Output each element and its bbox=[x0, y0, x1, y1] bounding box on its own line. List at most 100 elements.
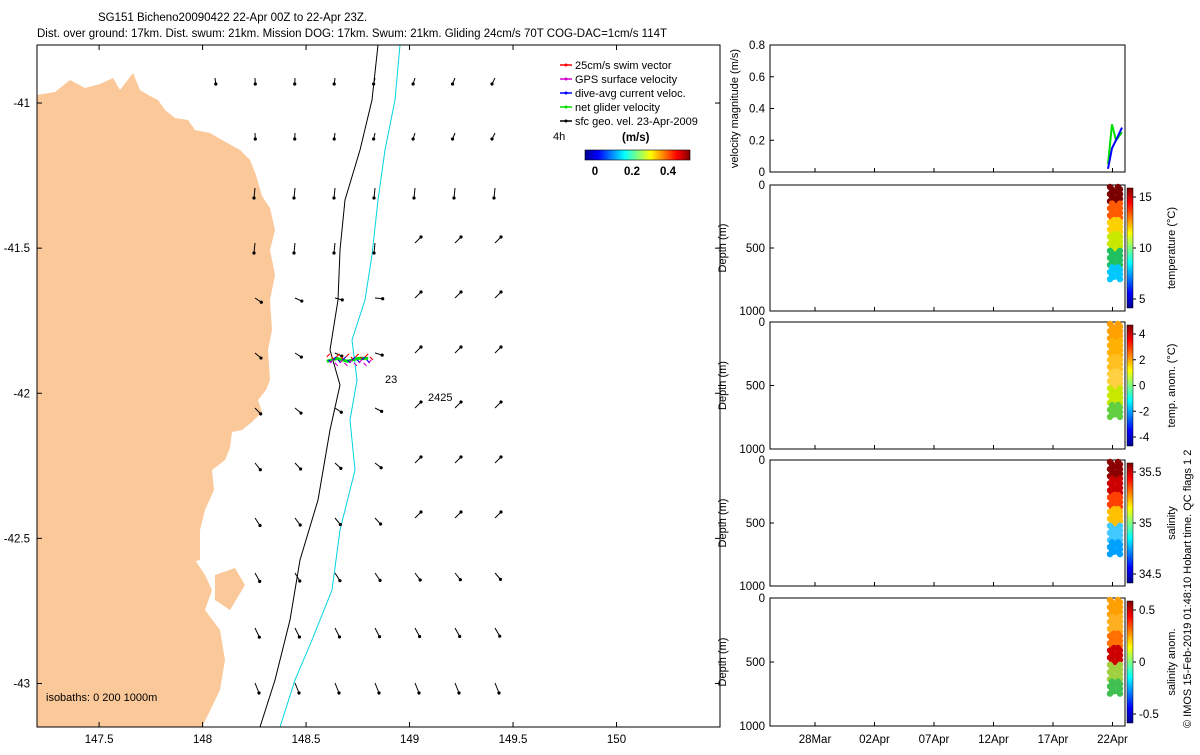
depth-ytick: 1000 bbox=[739, 721, 765, 733]
velocity-ytick: 0.4 bbox=[749, 104, 766, 116]
velocity-arrow-head bbox=[459, 510, 462, 513]
map-xtick-label: 148.5 bbox=[292, 734, 321, 746]
velocity-arrow-head bbox=[300, 299, 303, 302]
velocity-ytick: 0 bbox=[759, 167, 765, 179]
legend-label: sfc geo. vel. 23-Apr-2009 bbox=[575, 116, 698, 128]
velocity-arrow-head bbox=[260, 301, 263, 304]
colorbar-tick-1: 0.2 bbox=[624, 166, 640, 178]
depth-ytick: 0 bbox=[759, 317, 765, 329]
velocity-arrow-head bbox=[257, 691, 260, 694]
velocity-arrow-head bbox=[259, 356, 262, 359]
depth-ytick: 1000 bbox=[739, 581, 765, 593]
depth-colorbar bbox=[1127, 601, 1133, 723]
velocity-arrow-head bbox=[419, 510, 422, 513]
depth-ylabel: Depth (m) bbox=[717, 499, 729, 548]
colorbar-tick: 5 bbox=[1139, 294, 1145, 306]
velocity-arrow-head bbox=[451, 82, 454, 85]
label-mid: 2425 bbox=[428, 392, 452, 404]
velocity-arrow-head bbox=[214, 82, 217, 85]
velocity-arrow-head bbox=[499, 578, 502, 581]
map-ytick-label: -41.5 bbox=[4, 243, 30, 255]
velocity-arrow-head bbox=[459, 345, 462, 348]
velocity-arrow-head bbox=[379, 522, 382, 525]
depth-ylabel: Depth (m) bbox=[717, 638, 729, 687]
map-ytick-label: -42 bbox=[13, 388, 30, 400]
velocity-arrow-head bbox=[341, 298, 344, 301]
profile-point bbox=[1117, 276, 1123, 282]
depth-panel bbox=[770, 598, 1125, 726]
velocity-arrow-head bbox=[498, 635, 501, 638]
colorbar-tick-2: 0.4 bbox=[660, 166, 677, 178]
velocity-arrow-head bbox=[459, 578, 462, 581]
velocity-arrow-head bbox=[411, 82, 414, 85]
colorbar-tick: 34.5 bbox=[1139, 569, 1161, 581]
velocity-arrow-head bbox=[499, 510, 502, 513]
colorbar-tick: 0.5 bbox=[1139, 605, 1155, 617]
colorbar-tick: -2 bbox=[1139, 406, 1149, 418]
velocity-arrow-head bbox=[372, 82, 375, 85]
map-xtick-label: 148 bbox=[193, 734, 212, 746]
velocity-panel bbox=[770, 45, 1125, 172]
depth-colorbar bbox=[1127, 463, 1133, 583]
velocity-arrow-head bbox=[499, 345, 502, 348]
velocity-ytick: 0.6 bbox=[749, 72, 765, 84]
velocity-ytick: 0.8 bbox=[749, 40, 765, 52]
colorbar-tick: 15 bbox=[1139, 192, 1152, 204]
timeline-xtick: 17Apr bbox=[1038, 734, 1069, 746]
velocity-arrow-head bbox=[381, 297, 384, 300]
velocity-arrow-head bbox=[497, 691, 500, 694]
velocity-arrow-head bbox=[419, 290, 422, 293]
velocity-arrow-head bbox=[411, 137, 414, 140]
velocity-arrow-head bbox=[258, 524, 261, 527]
map-xtick-label: 149.5 bbox=[499, 734, 528, 746]
velocity-arrow-head bbox=[300, 355, 303, 358]
velocity-arrow-head bbox=[499, 235, 502, 238]
profile-point bbox=[1107, 551, 1113, 557]
label-track-end: 23 bbox=[385, 374, 397, 386]
depth-ylabel: Depth (m) bbox=[717, 361, 729, 410]
velocity-arrow-head bbox=[338, 635, 341, 638]
velocity-arrow-head bbox=[417, 691, 420, 694]
profile-point bbox=[1107, 276, 1113, 282]
timeline-xtick: 28Mar bbox=[799, 734, 832, 746]
legend-label: 25cm/s swim vector bbox=[575, 60, 672, 72]
colorbar-tick: -0.5 bbox=[1139, 709, 1159, 721]
legend-label: net glider velocity bbox=[575, 102, 660, 114]
velocity-arrow-head bbox=[297, 691, 300, 694]
velocity-arrow-head bbox=[377, 691, 380, 694]
velocity-arrow-head bbox=[340, 411, 343, 414]
velocity-arrow-head bbox=[298, 579, 301, 582]
profile-point bbox=[1117, 690, 1123, 696]
velocity-arrow-head bbox=[381, 353, 384, 356]
map-ytick-label: -42.5 bbox=[4, 533, 30, 545]
velocity-arrow-head bbox=[378, 635, 381, 638]
velocity-ylabel: velocity magnitude (m/s) bbox=[729, 49, 741, 168]
colorbar-tick: 35.5 bbox=[1139, 467, 1161, 479]
velocity-arrow-head bbox=[499, 455, 502, 458]
velocity-arrow-head bbox=[332, 251, 335, 254]
colorbar-title: (m/s) bbox=[622, 132, 650, 144]
title-line1: SG151 Bicheno20090422 22-Apr 00Z to 22-A… bbox=[98, 12, 367, 24]
title-line2: Dist. over ground: 17km. Dist. swum: 21k… bbox=[37, 28, 667, 40]
velocity-arrow-head bbox=[254, 82, 257, 85]
profile-point bbox=[1117, 414, 1123, 420]
velocity-arrow-head bbox=[451, 137, 454, 140]
velocity-arrow-head bbox=[459, 400, 462, 403]
colorbar-tick: 4 bbox=[1139, 329, 1146, 341]
label-isobaths: isobaths: 0 200 1000m bbox=[46, 692, 157, 704]
timeline-xtick: 02Apr bbox=[859, 734, 890, 746]
velocity-arrow-head bbox=[452, 196, 455, 199]
colorbar-tick: 10 bbox=[1139, 243, 1152, 255]
velocity-arrow-head bbox=[339, 523, 342, 526]
velocity-arrow-head bbox=[490, 82, 493, 85]
velocity-arrow-head bbox=[419, 455, 422, 458]
colorbar-tick: 2 bbox=[1139, 355, 1145, 367]
velocity-arrow-head bbox=[380, 410, 383, 413]
velocity-arrow-head bbox=[338, 579, 341, 582]
legend-label: GPS surface velocity bbox=[575, 74, 678, 86]
velocity-arrow-head bbox=[492, 196, 495, 199]
velocity-arrow-head bbox=[458, 635, 461, 638]
velocity-arrow-head bbox=[372, 137, 375, 140]
velocity-arrow-head bbox=[258, 636, 261, 639]
colorbar-tick: 0 bbox=[1139, 381, 1145, 393]
